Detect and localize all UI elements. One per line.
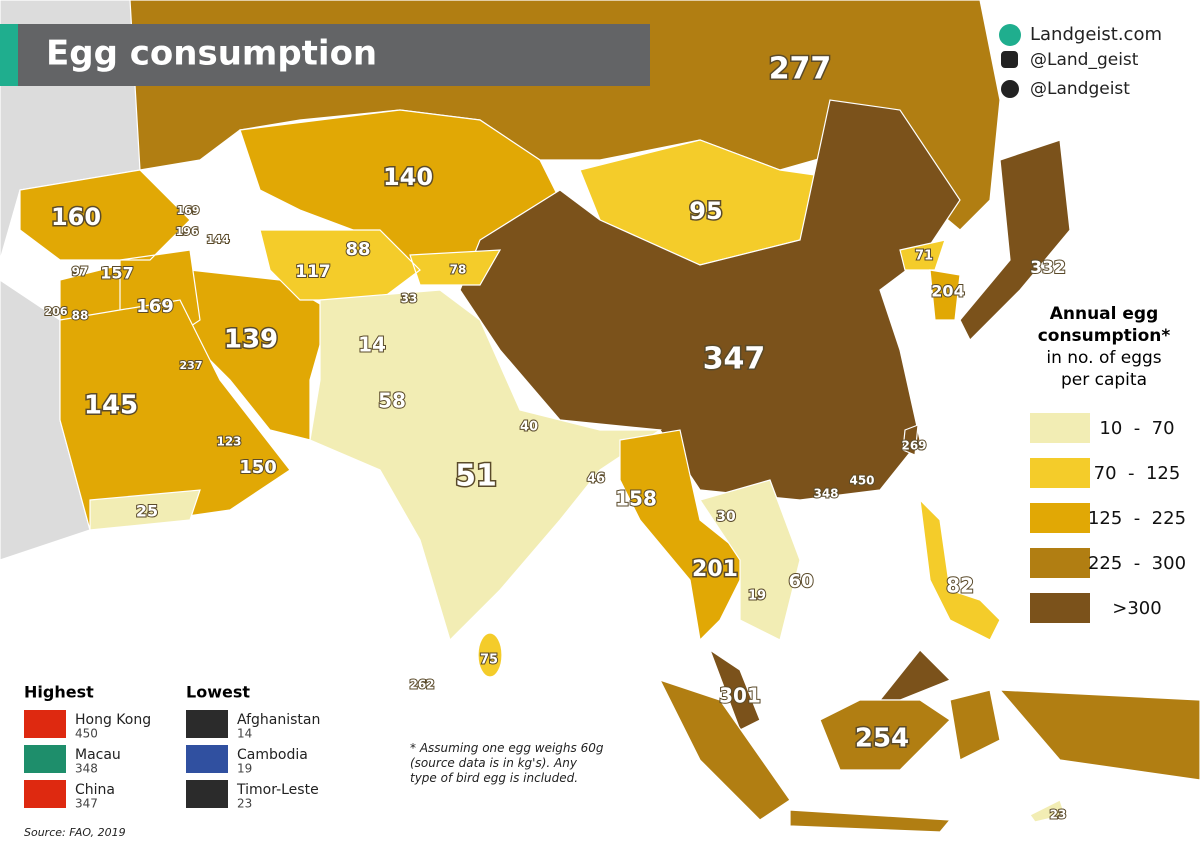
legend-swatch [1030, 548, 1090, 578]
region-value: 169 [177, 204, 200, 217]
legend-subtitle: in no. of eggs per capita [1046, 348, 1161, 390]
region-value: 95 [689, 197, 722, 225]
region-value: 196 [176, 225, 199, 238]
region-value: 46 [587, 472, 605, 487]
region-value: 23 [1050, 808, 1067, 822]
ranking-value: 14 [237, 727, 252, 741]
flag [186, 745, 228, 773]
ranking-title: Lowest [186, 683, 250, 702]
social-instagram: @Land_geist [1030, 50, 1139, 70]
region-value: 201 [692, 557, 738, 582]
legend-label: 10 - 70 [1099, 418, 1174, 439]
region-value: 301 [719, 684, 761, 708]
region-value: 332 [1030, 258, 1066, 278]
region-value: 25 [136, 502, 158, 521]
legend-label: 70 - 125 [1094, 463, 1181, 484]
region-value: 75 [480, 653, 498, 668]
flag [186, 780, 228, 808]
legend-swatch [1030, 458, 1090, 488]
legend-title: Annual egg consumption* [1038, 304, 1171, 346]
flag [24, 745, 66, 773]
ranking-name: Timor-Leste [236, 782, 319, 798]
region-value: 157 [100, 264, 133, 283]
region-value: 97 [72, 265, 89, 279]
region-value: 348 [813, 487, 838, 501]
region-value: 150 [239, 457, 277, 478]
region-value: 269 [901, 439, 926, 453]
legend: Annual egg consumption* in no. of eggs per… [1030, 304, 1186, 623]
region-value: 14 [358, 333, 386, 357]
region-value: 71 [915, 249, 933, 264]
ranking-name: Hong Kong [75, 712, 151, 728]
region-value: 169 [136, 296, 174, 317]
social: Landgeist.com @Land_geist @Landgeist [999, 24, 1162, 99]
region-value: 277 [769, 52, 832, 87]
region-value: 139 [224, 325, 278, 355]
region-value: 204 [931, 282, 964, 301]
footnote: * Assuming one egg weighs 60g (source dat… [410, 741, 604, 785]
region-value: 58 [378, 389, 406, 413]
region-value: 40 [520, 420, 538, 435]
flag [24, 780, 66, 808]
region-value: 160 [51, 203, 101, 231]
region-value: 123 [216, 435, 241, 449]
region-value: 347 [703, 342, 766, 377]
region-value: 51 [455, 459, 497, 494]
region-value: 78 [450, 263, 467, 277]
region-value: 82 [946, 574, 974, 598]
region-value: 19 [748, 589, 766, 604]
legend-label: 125 - 225 [1088, 508, 1186, 529]
title-banner: Egg consumption [0, 24, 650, 86]
region-value: 158 [615, 487, 657, 511]
region-value: 88 [72, 309, 89, 323]
ranking-name: China [75, 782, 115, 798]
ranking-value: 347 [75, 797, 98, 811]
region-value: 117 [295, 262, 331, 282]
legend-label: >300 [1112, 598, 1161, 619]
region-value: 88 [345, 239, 370, 260]
ranking-value: 348 [75, 762, 98, 776]
region-value: 140 [383, 163, 433, 191]
legend-label: 225 - 300 [1088, 553, 1186, 574]
region-value: 33 [401, 292, 418, 306]
social-site: Landgeist.com [1030, 24, 1162, 45]
ranking-title: Highest [24, 683, 94, 702]
region-value: 144 [207, 233, 230, 246]
flag [186, 710, 228, 738]
region-value: 206 [45, 305, 68, 318]
region-value: 145 [84, 391, 138, 421]
social-twitter: @Landgeist [1030, 79, 1130, 99]
region-value: 254 [855, 724, 909, 754]
region-value: 262 [409, 678, 434, 692]
region-value: 237 [180, 359, 203, 372]
ranking-value: 23 [237, 797, 252, 811]
ranking-value: 19 [237, 762, 252, 776]
legend-swatch [1030, 503, 1090, 533]
ranking-name: Cambodia [237, 747, 308, 763]
region-value: 30 [716, 509, 736, 525]
region-value: 450 [849, 474, 874, 488]
map-labels: 277 140 95 160 169 196 144 88 117 78 33 71 204 332 97 1… [44, 50, 1068, 823]
title: Egg consumption [46, 34, 377, 74]
ranking-name: Afghanistan [237, 712, 320, 728]
ranking-name: Macau [75, 747, 121, 763]
legend-swatch [1030, 413, 1090, 443]
ranking-value: 450 [75, 727, 98, 741]
flag [24, 710, 66, 738]
source: Source: FAO, 2019 [24, 826, 126, 839]
region-value: 60 [788, 571, 813, 592]
legend-swatch [1030, 593, 1090, 623]
